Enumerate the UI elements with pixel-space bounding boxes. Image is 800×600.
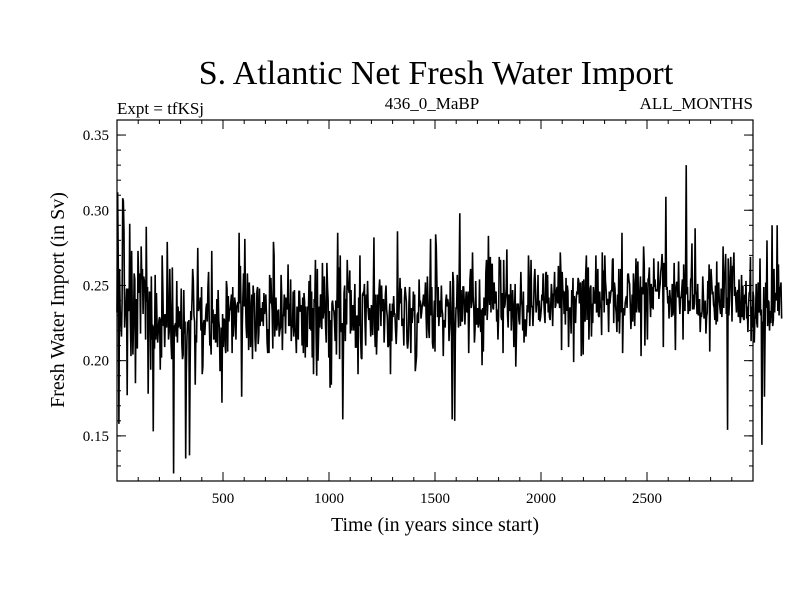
y-tick-label: 0.30 bbox=[83, 203, 109, 219]
axis-tick-labels: 500 1000 1500 2000 2500 0.15 0.20 0.25 0.30 0.35 bbox=[83, 128, 662, 507]
y-tick-label: 0.15 bbox=[83, 429, 109, 445]
x-axis-label: Time (in years since start) bbox=[331, 514, 539, 536]
y-tick-label: 0.35 bbox=[83, 128, 109, 144]
plot-frame bbox=[116, 119, 754, 482]
period-label: 436_0_MaBP bbox=[385, 94, 479, 113]
y-axis-label: Fresh Water Import (in Sv) bbox=[47, 192, 69, 408]
x-tick-label: 2000 bbox=[526, 491, 556, 507]
axis-ticks-layer bbox=[117, 120, 753, 481]
expt-label: Expt = tfKSj bbox=[117, 99, 204, 118]
series-line-0 bbox=[116, 165, 783, 474]
x-tick-label: 1000 bbox=[314, 491, 344, 507]
plot-series-layer bbox=[116, 165, 783, 474]
months-label: ALL_MONTHS bbox=[640, 94, 753, 113]
y-tick-label: 0.25 bbox=[83, 278, 109, 294]
y-tick-label: 0.20 bbox=[83, 354, 109, 370]
x-tick-label: 2500 bbox=[632, 491, 662, 507]
chart-title: S. Atlantic Net Fresh Water Import bbox=[199, 55, 674, 92]
x-tick-label: 500 bbox=[212, 491, 235, 507]
x-tick-label: 1500 bbox=[420, 491, 450, 507]
